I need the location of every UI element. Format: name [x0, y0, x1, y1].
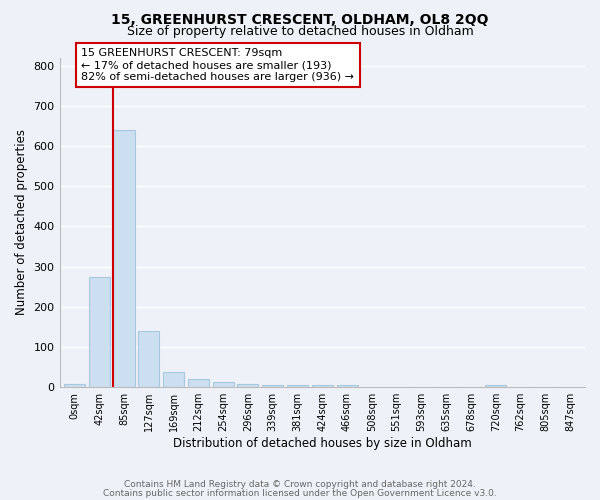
- Text: Contains HM Land Registry data © Crown copyright and database right 2024.: Contains HM Land Registry data © Crown c…: [124, 480, 476, 489]
- Bar: [89, 276, 110, 387]
- Text: 15 GREENHURST CRESCENT: 79sqm
← 17% of detached houses are smaller (193)
82% of : 15 GREENHURST CRESCENT: 79sqm ← 17% of d…: [81, 48, 354, 82]
- Bar: [212, 382, 233, 387]
- Y-axis label: Number of detached properties: Number of detached properties: [15, 130, 28, 316]
- Bar: [188, 379, 209, 387]
- Bar: [485, 385, 506, 387]
- Bar: [262, 385, 283, 387]
- Bar: [238, 384, 259, 387]
- Bar: [337, 385, 358, 387]
- Text: Contains public sector information licensed under the Open Government Licence v3: Contains public sector information licen…: [103, 488, 497, 498]
- X-axis label: Distribution of detached houses by size in Oldham: Distribution of detached houses by size …: [173, 437, 472, 450]
- Text: Size of property relative to detached houses in Oldham: Size of property relative to detached ho…: [127, 25, 473, 38]
- Bar: [64, 384, 85, 387]
- Bar: [138, 331, 160, 387]
- Bar: [163, 372, 184, 387]
- Bar: [113, 130, 134, 387]
- Bar: [312, 385, 333, 387]
- Text: 15, GREENHURST CRESCENT, OLDHAM, OL8 2QQ: 15, GREENHURST CRESCENT, OLDHAM, OL8 2QQ: [111, 12, 489, 26]
- Bar: [287, 385, 308, 387]
